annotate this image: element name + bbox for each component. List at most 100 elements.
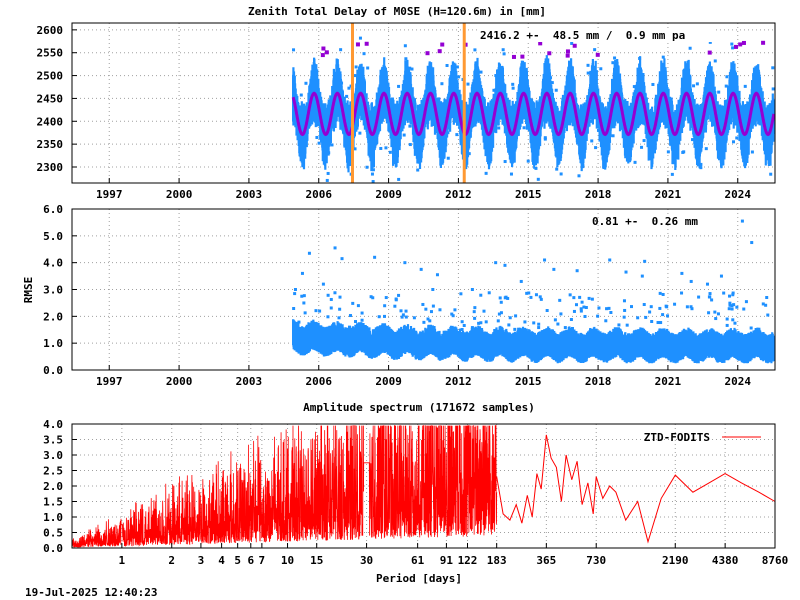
rmse-point (314, 309, 318, 313)
rmse-point (730, 307, 734, 311)
ztd-point (502, 52, 506, 56)
rmse-point (735, 305, 739, 309)
rmse-outlier (435, 273, 439, 277)
ztd-point (699, 145, 703, 149)
rmse-point (728, 303, 732, 307)
rmse-point (630, 305, 634, 309)
ztd-point (428, 115, 432, 119)
x-tick-label: 2 (168, 554, 175, 567)
rmse-outlier (568, 293, 572, 297)
ztd-point (330, 99, 334, 103)
ztd-point (466, 82, 470, 86)
ztd-point (416, 105, 420, 109)
x-tick-label: 2003 (236, 188, 263, 201)
rmse-point (517, 327, 521, 331)
ztd-point (756, 82, 760, 86)
rmse-point (438, 308, 442, 312)
rmse-point (642, 303, 646, 307)
x-tick-label: 2009 (375, 375, 402, 388)
ztd-point (416, 152, 420, 156)
y-tick-label: 2550 (37, 47, 64, 60)
ztd-point (754, 99, 758, 103)
spectrum-xlabel: Period [days] (376, 572, 462, 585)
rmse-outlier (321, 282, 325, 286)
y-tick-label: 2500 (37, 70, 64, 83)
ztd-point (692, 84, 696, 88)
rmse-point (473, 316, 477, 320)
ztd-point (388, 150, 392, 154)
ztd-point (340, 81, 344, 85)
rmse-annotation: 0.81 +- 0.26 mm (592, 215, 698, 228)
rmse-data (292, 219, 775, 364)
ztd-fit-outlier (572, 43, 577, 48)
rmse-point (625, 323, 629, 327)
ztd-point (503, 160, 507, 164)
ztd-point (593, 48, 597, 52)
ztd-fit-outlier (738, 42, 743, 47)
rmse-point (450, 312, 454, 316)
rmse-point (570, 327, 574, 331)
ztd-point (371, 168, 375, 172)
ztd-point (479, 70, 483, 74)
ztd-point (322, 150, 326, 154)
ztd-point (532, 150, 536, 154)
ztd-fit-outlier (741, 40, 746, 45)
rmse-point (666, 314, 670, 318)
rmse-point (428, 319, 432, 323)
ztd-point (771, 87, 775, 91)
ztd-point (555, 167, 559, 171)
ztd-point (649, 128, 653, 132)
ztd-point (408, 143, 412, 147)
ztd-point (501, 48, 505, 52)
ztd-point (578, 138, 582, 142)
rmse-point (665, 305, 669, 309)
rmse-point (364, 327, 368, 331)
spectrum-title: Amplitude spectrum (171672 samples) (303, 401, 535, 414)
ztd-point (708, 40, 712, 44)
ztd-point (640, 84, 644, 88)
rmse-outlier (705, 282, 709, 286)
ztd-point (429, 116, 433, 120)
spectrum-legend-label: ZTD-FODITS (644, 431, 710, 444)
rmse-outlier (624, 270, 628, 274)
x-tick-label: 2015 (515, 188, 542, 201)
rmse-outlier (373, 255, 377, 259)
rmse-point (508, 316, 512, 320)
ztd-point (727, 115, 731, 119)
rmse-point (597, 306, 601, 310)
rmse-point (685, 305, 689, 309)
ztd-point (534, 153, 538, 157)
ztd-point (358, 36, 362, 40)
rmse-point (580, 300, 584, 304)
ztd-point (397, 177, 401, 181)
ztd-point (325, 178, 329, 182)
rmse-point (572, 296, 576, 300)
y-tick-label: 6.0 (43, 203, 63, 216)
rmse-point (300, 294, 304, 298)
rmse-point (496, 319, 500, 323)
rmse-point (484, 320, 488, 324)
rmse-point (371, 296, 375, 300)
rmse-outlier (340, 257, 344, 261)
ztd-point (516, 97, 520, 101)
ztd-point (661, 55, 665, 59)
rmse-point (584, 306, 588, 310)
ztd-point (631, 134, 635, 138)
ztd-point (651, 82, 655, 86)
x-tick-label: 2012 (445, 188, 472, 201)
rmse-point (314, 321, 318, 325)
ztd-point (315, 90, 319, 94)
ztd-point (353, 74, 357, 78)
ztd-point (479, 87, 483, 91)
rmse-point (656, 321, 660, 325)
rmse-point (714, 317, 718, 321)
ztd-point (704, 147, 708, 151)
ztd-point (509, 172, 513, 176)
rmse-point (397, 293, 401, 297)
ztd-point (429, 99, 433, 103)
ztd-point (559, 172, 563, 176)
ztd-point (522, 83, 526, 87)
rmse-outlier (740, 219, 744, 223)
rmse-point (329, 306, 333, 310)
ztd-point (601, 156, 605, 160)
